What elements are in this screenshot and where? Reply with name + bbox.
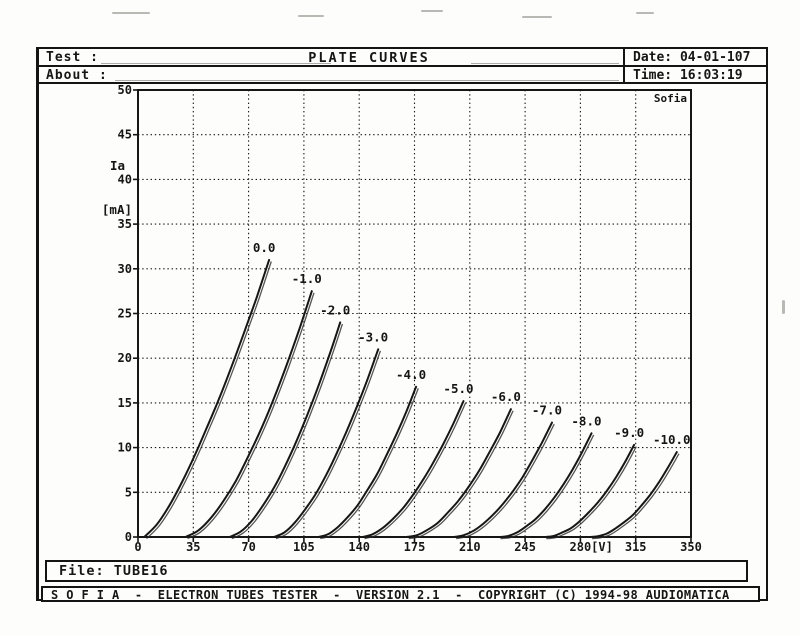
- curve-label-0.0: 0.0: [253, 240, 276, 255]
- y-tick-label: 35: [118, 217, 132, 231]
- scan-speckle: [421, 10, 443, 12]
- curve--5.0: [361, 400, 465, 538]
- x-tick-label: 245: [514, 540, 536, 554]
- y-tick-label: 50: [118, 84, 132, 97]
- x-tick-label: 175: [404, 540, 426, 554]
- time-value: 16:03:19: [679, 68, 743, 83]
- x-tick-label: 280: [570, 540, 592, 554]
- x-tick-label: 350: [680, 540, 702, 554]
- curve-echo--1.0: [187, 292, 315, 540]
- header-divider: [623, 67, 625, 82]
- date-label: Date:: [633, 50, 673, 65]
- y-axis-unit-label: [mA]: [102, 202, 132, 217]
- y-tick-label: 45: [118, 128, 132, 142]
- curve--1.0: [184, 290, 313, 538]
- curve--8.0: [497, 432, 593, 538]
- screen-frame: Test : PLATE CURVES Date: 04-01-107 Abou…: [36, 47, 769, 602]
- plate-curves-chart: 0 35 70 105 140 175 210 245 280 315 350 0 5 10 15 20 25 3…: [102, 83, 702, 554]
- header-divider: [623, 49, 625, 65]
- y-tick-label: 10: [118, 441, 132, 455]
- curve--4.0: [317, 385, 418, 538]
- y-tick-label: 15: [118, 396, 132, 410]
- y-tick-label: 20: [118, 351, 132, 365]
- curve-label--3.0: -3.0: [358, 329, 388, 344]
- y-tick-label: 30: [118, 262, 132, 276]
- curve-echo--10.0: [592, 453, 680, 540]
- curve-0.0: [143, 258, 271, 538]
- curve-echo--7.0: [456, 423, 555, 540]
- curve-label--7.0: -7.0: [532, 403, 562, 418]
- scan-speckle: [636, 12, 654, 14]
- curve--3.0: [272, 348, 380, 538]
- curve-echo--8.0: [500, 434, 595, 540]
- scan-speckle: [522, 16, 552, 18]
- time-label: Time:: [633, 68, 673, 83]
- footer-bar: S O F I A - ELECTRON TUBES TESTER - VERS…: [41, 586, 760, 602]
- y-tick-label: 5: [125, 485, 132, 499]
- scan-speckle: [298, 15, 324, 17]
- about-label: About :: [46, 68, 108, 83]
- x-tick-label: 0: [134, 540, 141, 554]
- curve--10.0: [588, 451, 678, 538]
- curve-label--9.0: -9.0: [614, 425, 644, 440]
- curve-echo--9.0: [546, 446, 637, 540]
- curve-label--2.0: -2.0: [320, 302, 350, 317]
- curve-echo--6.0: [408, 410, 514, 540]
- curve-label--6.0: -6.0: [491, 389, 521, 404]
- page-title: PLATE CURVES: [308, 50, 430, 66]
- x-tick-label: 105: [293, 540, 315, 554]
- file-field: File: TUBE16: [59, 563, 169, 579]
- curve-label--10.0: -10.0: [653, 432, 691, 447]
- curve--2.0: [228, 321, 342, 538]
- y-tick-label: 25: [118, 307, 132, 321]
- x-tick-label: 210: [459, 540, 481, 554]
- curve-echo--2.0: [231, 323, 344, 540]
- curve-echo--3.0: [275, 350, 382, 540]
- curve-echo--5.0: [364, 402, 467, 540]
- curve-label--1.0: -1.0: [292, 271, 322, 286]
- x-tick-label: 140: [348, 540, 370, 554]
- y-tick-label: 40: [118, 172, 132, 186]
- curve-label--5.0: -5.0: [443, 381, 473, 396]
- scan-speckle: [112, 12, 150, 14]
- curve--6.0: [405, 408, 512, 538]
- date-value: 04-01-107: [679, 50, 751, 65]
- file-value: TUBE16: [113, 563, 169, 579]
- test-field-line: [101, 63, 331, 64]
- curve-label--8.0: -8.0: [571, 413, 601, 428]
- scan-speckle: [782, 300, 785, 314]
- header-row-test: Test : PLATE CURVES Date: 04-01-107: [39, 49, 766, 67]
- chart-watermark: Sofia: [654, 92, 687, 105]
- about-field-line: [115, 80, 619, 81]
- x-tick-label: 35: [186, 540, 200, 554]
- file-label: File:: [59, 563, 105, 579]
- file-box: File: TUBE16: [45, 560, 748, 582]
- curve--9.0: [543, 443, 636, 538]
- y-axis-label: Ia: [110, 158, 125, 173]
- x-tick-label: 70: [241, 540, 255, 554]
- curve-echo-0.0: [146, 261, 272, 540]
- curve--7.0: [453, 421, 553, 538]
- y-tick-label: 0: [125, 530, 132, 544]
- header-row-about: About : Time: 16:03:19: [39, 67, 766, 84]
- curve-echo--4.0: [320, 388, 419, 540]
- x-tick-label: 315: [625, 540, 647, 554]
- time-field: Time: 16:03:19: [633, 68, 743, 83]
- chart-area: 0 35 70 105 140 175 210 245 280 315 350 0 5 10 15 20 25 3…: [39, 83, 769, 559]
- test-label: Test :: [46, 50, 99, 65]
- x-axis-unit-label: [V]: [591, 540, 613, 554]
- footer-text: S O F I A - ELECTRON TUBES TESTER - VERS…: [51, 588, 730, 602]
- date-field: Date: 04-01-107: [633, 50, 750, 65]
- curve-label--4.0: -4.0: [396, 367, 426, 382]
- header-blank-line: [471, 63, 619, 64]
